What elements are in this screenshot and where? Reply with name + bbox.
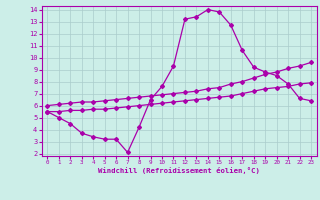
- X-axis label: Windchill (Refroidissement éolien,°C): Windchill (Refroidissement éolien,°C): [98, 167, 260, 174]
